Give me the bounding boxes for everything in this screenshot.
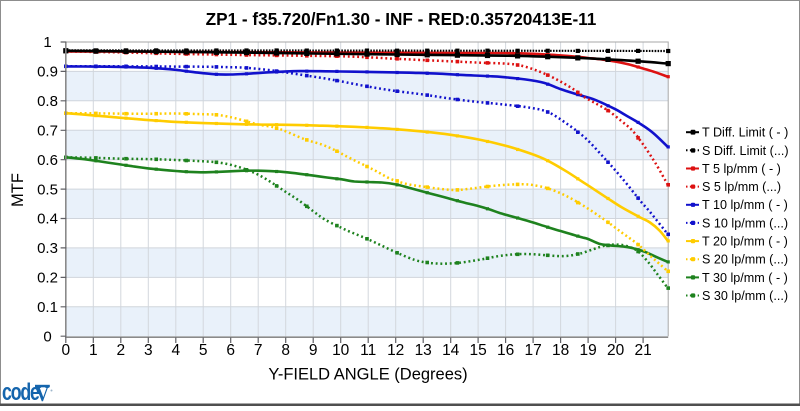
svg-text:ZP1 - f35.720/Fn1.30 - INF - R: ZP1 - f35.720/Fn1.30 - INF - RED:0.35720… — [206, 9, 597, 29]
svg-text:7: 7 — [254, 342, 263, 359]
svg-text:17: 17 — [524, 342, 541, 359]
svg-text:S 5 lp/mm (...): S 5 lp/mm (...) — [702, 180, 781, 194]
svg-text:3: 3 — [144, 342, 153, 359]
svg-text:20: 20 — [607, 342, 625, 359]
svg-text:0: 0 — [43, 328, 51, 345]
svg-text:1: 1 — [43, 34, 51, 51]
svg-text:21: 21 — [634, 342, 651, 359]
svg-text:8: 8 — [281, 342, 290, 359]
svg-text:0.5: 0.5 — [37, 181, 58, 198]
svg-text:4: 4 — [171, 342, 180, 359]
svg-text:0.1: 0.1 — [37, 299, 58, 316]
svg-text:0.9: 0.9 — [37, 64, 58, 81]
svg-text:code: code — [2, 380, 40, 406]
svg-text:S Diff. Limit (...): S Diff. Limit (...) — [702, 144, 789, 158]
svg-text:S 20 lp/mm (...): S 20 lp/mm (...) — [702, 253, 788, 267]
svg-text:0.4: 0.4 — [37, 211, 58, 228]
svg-text:S 10 lp/mm (...): S 10 lp/mm (...) — [702, 216, 788, 230]
svg-text:T Diff. Limit ( - ): T Diff. Limit ( - ) — [702, 126, 788, 140]
svg-text:0: 0 — [61, 342, 70, 359]
svg-text:S 30 lp/mm (...): S 30 lp/mm (...) — [702, 289, 788, 303]
svg-text:MTF: MTF — [9, 173, 27, 207]
svg-text:16: 16 — [497, 342, 514, 359]
svg-text:0.8: 0.8 — [37, 93, 58, 110]
svg-text:Y-FIELD ANGLE (Degrees): Y-FIELD ANGLE (Degrees) — [268, 366, 467, 384]
svg-text:T 30 lp/mm ( - ): T 30 lp/mm ( - ) — [702, 271, 788, 285]
svg-text:0.2: 0.2 — [37, 270, 58, 287]
svg-text:0.3: 0.3 — [37, 240, 58, 257]
svg-text:T 5 lp/mm ( - ): T 5 lp/mm ( - ) — [702, 162, 781, 176]
svg-text:13: 13 — [415, 342, 432, 359]
svg-text:11: 11 — [360, 342, 376, 359]
svg-text:T 20 lp/mm ( - ): T 20 lp/mm ( - ) — [702, 235, 788, 249]
svg-text:1: 1 — [89, 342, 98, 359]
svg-text:10: 10 — [332, 342, 350, 359]
svg-text:0.6: 0.6 — [37, 152, 58, 169]
svg-text:T 10 lp/mm ( - ): T 10 lp/mm ( - ) — [702, 198, 788, 212]
svg-text:12: 12 — [387, 342, 404, 359]
svg-text:19: 19 — [579, 342, 596, 359]
svg-text:6: 6 — [226, 342, 235, 359]
svg-text:5: 5 — [199, 342, 208, 359]
svg-text:9: 9 — [309, 342, 318, 359]
svg-text:15: 15 — [469, 342, 486, 359]
svg-text:18: 18 — [552, 342, 569, 359]
svg-text:V: V — [36, 383, 50, 406]
svg-text:14: 14 — [442, 342, 460, 359]
svg-text:0.7: 0.7 — [37, 123, 58, 140]
svg-text:2: 2 — [116, 342, 125, 359]
